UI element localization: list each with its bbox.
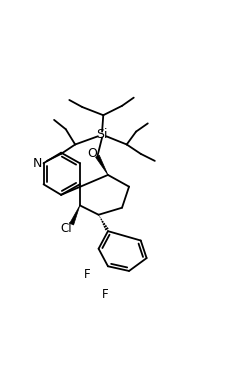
Text: Cl: Cl — [61, 222, 72, 235]
Polygon shape — [96, 155, 108, 175]
Text: N: N — [32, 157, 42, 170]
Polygon shape — [70, 205, 80, 225]
Text: Si: Si — [96, 128, 108, 141]
Text: F: F — [102, 288, 109, 301]
Text: F: F — [84, 268, 90, 281]
Text: O: O — [87, 147, 97, 160]
